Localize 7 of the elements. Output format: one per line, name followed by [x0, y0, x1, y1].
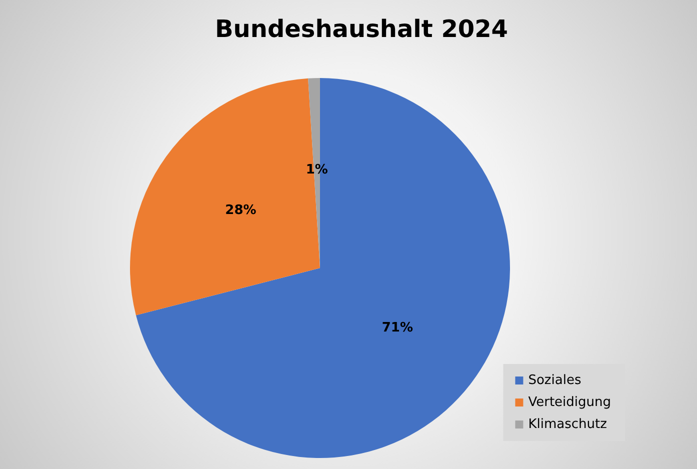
legend-label: Verteidigung	[528, 395, 611, 410]
data-label: 28%	[225, 202, 256, 218]
chart-title: Bundeshaushalt 2024	[215, 15, 508, 43]
legend-label: Klimaschutz	[528, 417, 608, 432]
legend-label: Soziales	[528, 373, 582, 388]
data-label: 1%	[306, 162, 328, 178]
data-label: 71%	[382, 320, 413, 336]
